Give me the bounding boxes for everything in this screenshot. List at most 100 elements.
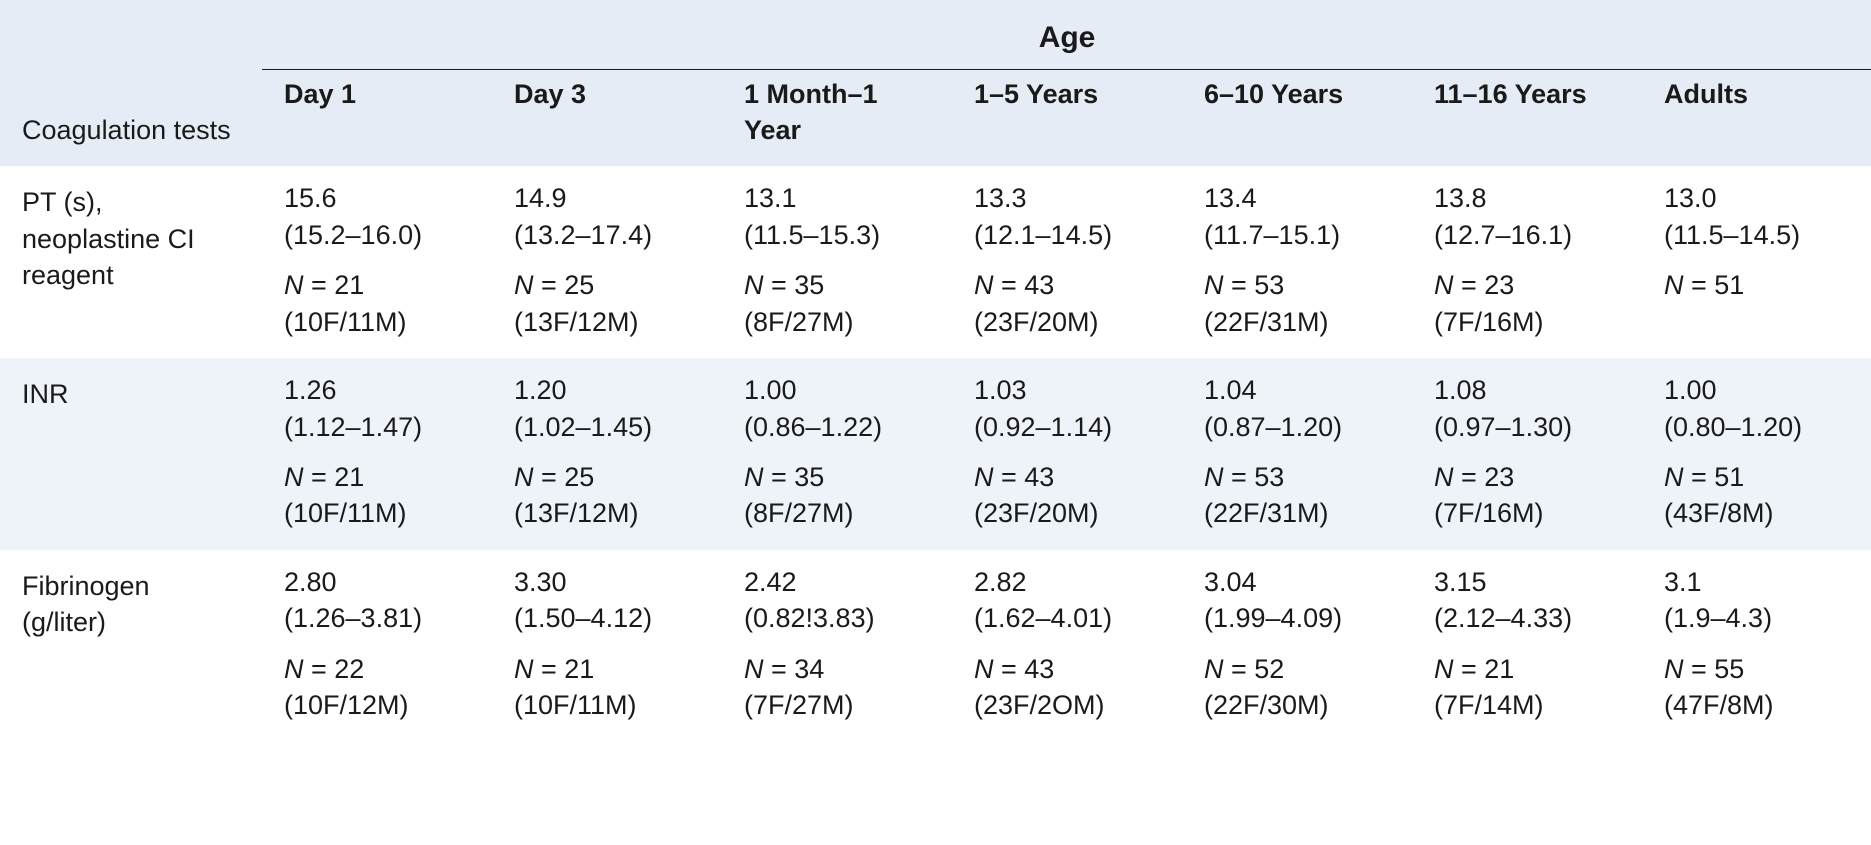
age-super-header: Age — [262, 0, 1871, 69]
table-row: Fibrinogen (g/liter)2.80(1.26–3.81)3.30(… — [0, 550, 1871, 643]
col-header-day1: Day 1 — [262, 69, 492, 166]
test-name: Fibrinogen (g/liter) — [0, 550, 262, 742]
coagulation-table: Coagulation tests Age Day 1 Day 3 1 Mont… — [0, 0, 1871, 742]
n-sex-breakdown: (23F/20M) — [974, 304, 1160, 340]
value-range: (0.97–1.30) — [1434, 409, 1620, 445]
value-mean: 1.04 — [1204, 375, 1257, 405]
value-cell: 3.04(1.99–4.09) — [1182, 550, 1412, 643]
n-count: N = 34 — [744, 654, 824, 684]
n-cell: N = 52(22F/30M) — [1182, 643, 1412, 742]
value-mean: 3.15 — [1434, 567, 1487, 597]
n-count: N = 22 — [284, 654, 364, 684]
n-sex-breakdown: (7F/27M) — [744, 687, 930, 723]
value-cell: 13.8 (12.7–16.1) — [1412, 166, 1642, 259]
value-cell: 2.82(1.62–4.01) — [952, 550, 1182, 643]
value-cell: 1.26(1.12–1.47) — [262, 358, 492, 451]
n-cell: N = 43(23F/2OM) — [952, 643, 1182, 742]
n-count: N = 21 — [1434, 654, 1514, 684]
n-cell: N = 23(7F/16M) — [1412, 259, 1642, 358]
value-cell: 2.80(1.26–3.81) — [262, 550, 492, 643]
value-mean: 2.82 — [974, 567, 1027, 597]
n-count: N = 51 — [1664, 462, 1744, 492]
col-header-1m1y: 1 Month–1 Year — [722, 69, 952, 166]
value-mean: 15.6 — [284, 183, 337, 213]
value-range: (1.50–4.12) — [514, 600, 700, 636]
value-mean: 1.08 — [1434, 375, 1487, 405]
value-cell: 1.00(0.80–1.20) — [1642, 358, 1871, 451]
n-cell: N = 21(10F/11M) — [262, 451, 492, 550]
n-cell: N = 35 (8F/27M) — [722, 259, 952, 358]
value-cell: 15.6 (15.2–16.0) — [262, 166, 492, 259]
n-sex-breakdown: (8F/27M) — [744, 495, 930, 531]
n-cell: N = 21(7F/14M) — [1412, 643, 1642, 742]
value-range: (1.02–1.45) — [514, 409, 700, 445]
n-count: N = 25 — [514, 462, 594, 492]
value-mean: 13.8 — [1434, 183, 1487, 213]
value-mean: 14.9 — [514, 183, 567, 213]
n-sex-breakdown: (22F/31M) — [1204, 495, 1390, 531]
n-cell: N = 53 (22F/31M) — [1182, 259, 1412, 358]
n-cell: N = 25(13F/12M) — [492, 259, 722, 358]
table-row: N = 22(10F/12M)N = 21(10F/11M)N = 34(7F/… — [0, 643, 1871, 742]
n-count: N = 35 — [744, 270, 824, 300]
value-range: (1.26–3.81) — [284, 600, 470, 636]
n-count: N = 43 — [974, 462, 1054, 492]
value-range: (1.9–4.3) — [1664, 600, 1850, 636]
value-mean: 1.00 — [744, 375, 797, 405]
n-sex-breakdown: (7F/14M) — [1434, 687, 1620, 723]
value-range: (11.5–14.5) — [1664, 217, 1850, 253]
value-cell: 3.1(1.9–4.3) — [1642, 550, 1871, 643]
value-cell: 1.20 (1.02–1.45) — [492, 358, 722, 451]
value-range: (1.99–4.09) — [1204, 600, 1390, 636]
n-sex-breakdown: (23F/2OM) — [974, 687, 1160, 723]
value-range: (12.7–16.1) — [1434, 217, 1620, 253]
n-count: N = 35 — [744, 462, 824, 492]
value-cell: 1.04(0.87–1.20) — [1182, 358, 1412, 451]
value-mean: 3.04 — [1204, 567, 1257, 597]
value-mean: 3.1 — [1664, 567, 1702, 597]
n-sex-breakdown: (7F/16M) — [1434, 495, 1620, 531]
table-row: N = 21(10F/11M)N = 25(13F/12M) N = 35 (8F/… — [0, 259, 1871, 358]
n-cell: N = 35(8F/27M) — [722, 451, 952, 550]
n-count: N = 53 — [1204, 270, 1284, 300]
col-header-6-10y: 6–10 Years — [1182, 69, 1412, 166]
n-cell: N = 43(23F/20M) — [952, 259, 1182, 358]
n-sex-breakdown: (10F/11M) — [284, 304, 470, 340]
n-count: N = 21 — [284, 462, 364, 492]
n-cell: N = 21(10F/11M) — [262, 259, 492, 358]
value-mean: 13.4 — [1204, 183, 1257, 213]
n-sex-breakdown: (23F/20M) — [974, 495, 1160, 531]
value-range: (1.62–4.01) — [974, 600, 1160, 636]
n-count: N = 53 — [1204, 462, 1284, 492]
value-mean: 13.3 — [974, 183, 1027, 213]
value-cell: 1.00 (0.86–1.22) — [722, 358, 952, 451]
n-cell: N = 53(22F/31M) — [1182, 451, 1412, 550]
value-mean: 1.00 — [1664, 375, 1717, 405]
n-cell: N = 34(7F/27M) — [722, 643, 952, 742]
value-cell: 13.3(12.1–14.5) — [952, 166, 1182, 259]
value-cell: 14.9(13.2–17.4) — [492, 166, 722, 259]
n-sex-breakdown: (10F/12M) — [284, 687, 470, 723]
n-cell: N = 23(7F/16M) — [1412, 451, 1642, 550]
col-header-adults: Adults — [1642, 69, 1871, 166]
value-range: (0.86–1.22) — [744, 409, 930, 445]
value-range: (11.5–15.3) — [744, 217, 930, 253]
value-mean: 2.80 — [284, 567, 337, 597]
value-cell: 3.30(1.50–4.12) — [492, 550, 722, 643]
value-mean: 1.26 — [284, 375, 337, 405]
value-cell: 3.15(2.12–4.33) — [1412, 550, 1642, 643]
value-mean: 3.30 — [514, 567, 567, 597]
n-sex-breakdown: (22F/31M) — [1204, 304, 1390, 340]
n-sex-breakdown: (10F/11M) — [284, 495, 470, 531]
value-range: (2.12–4.33) — [1434, 600, 1620, 636]
table-row: PT (s), neoplastine CI reagent15.6(15.2–… — [0, 166, 1871, 259]
n-cell: N = 51(43F/8M) — [1642, 451, 1871, 550]
value-mean: 2.42 — [744, 567, 797, 597]
n-cell: N = 51 — [1642, 259, 1871, 358]
value-cell: 13.4(11.7–15.1) — [1182, 166, 1412, 259]
value-range: (15.2–16.0) — [284, 217, 470, 253]
value-mean: 13.1 — [744, 183, 797, 213]
n-sex-breakdown: (8F/27M) — [744, 304, 930, 340]
value-mean: 1.20 — [514, 375, 567, 405]
n-count: N = 23 — [1434, 270, 1514, 300]
